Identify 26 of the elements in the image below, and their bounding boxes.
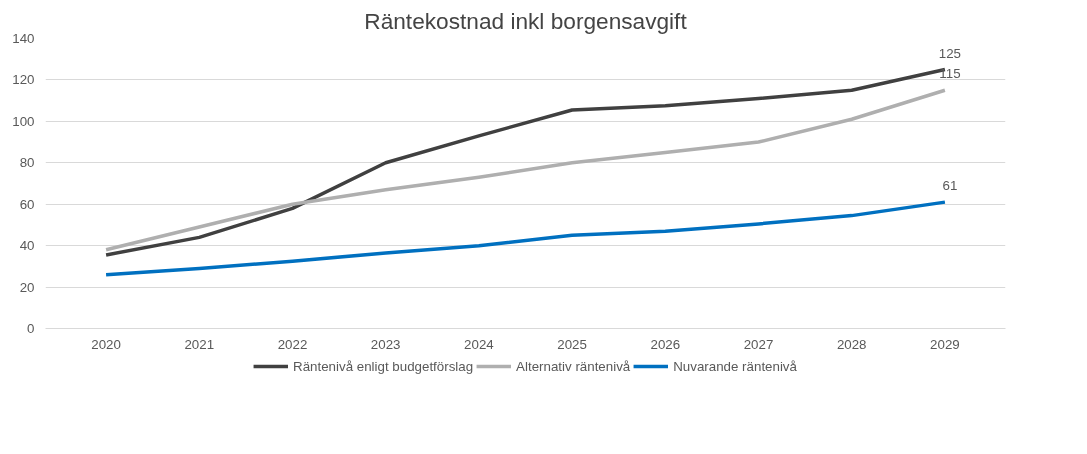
x-tick-label: 2028 [836, 336, 867, 352]
legend-label: Nuvarande räntenivå [673, 358, 797, 374]
x-tick-label: 2021 [184, 336, 215, 352]
line-series [104, 200, 947, 277]
x-tick-label: 2025 [557, 336, 587, 352]
x-tick-label: 2027 [743, 336, 774, 352]
x-tick-label: 2026 [650, 336, 681, 352]
legend-label: Alternativ räntenivå [516, 358, 631, 374]
y-tick-label: 60 [19, 196, 35, 212]
y-tick-label: 120 [12, 72, 35, 88]
x-tick-label: 2022 [277, 336, 308, 352]
data-label: 125 [938, 45, 962, 61]
y-tick-label: 0 [27, 321, 35, 336]
x-tick-label: 2024 [464, 336, 495, 352]
data-label: 61 [942, 178, 958, 194]
y-tick-label: 140 [12, 31, 35, 46]
x-tick-label: 2023 [370, 336, 401, 352]
chart-title: Räntekostnad inkl borgensavgift [364, 7, 688, 34]
x-tick-label: 2029 [930, 336, 960, 352]
y-tick-label: 100 [12, 113, 35, 129]
legend-label: Räntenivå enligt budgetförslag [293, 358, 474, 374]
y-tick-label: 80 [19, 155, 35, 171]
x-tick-label: 2020 [91, 336, 121, 352]
data-label: 115 [939, 66, 961, 82]
y-tick-label: 40 [19, 238, 35, 254]
y-tick-label: 20 [19, 279, 35, 295]
